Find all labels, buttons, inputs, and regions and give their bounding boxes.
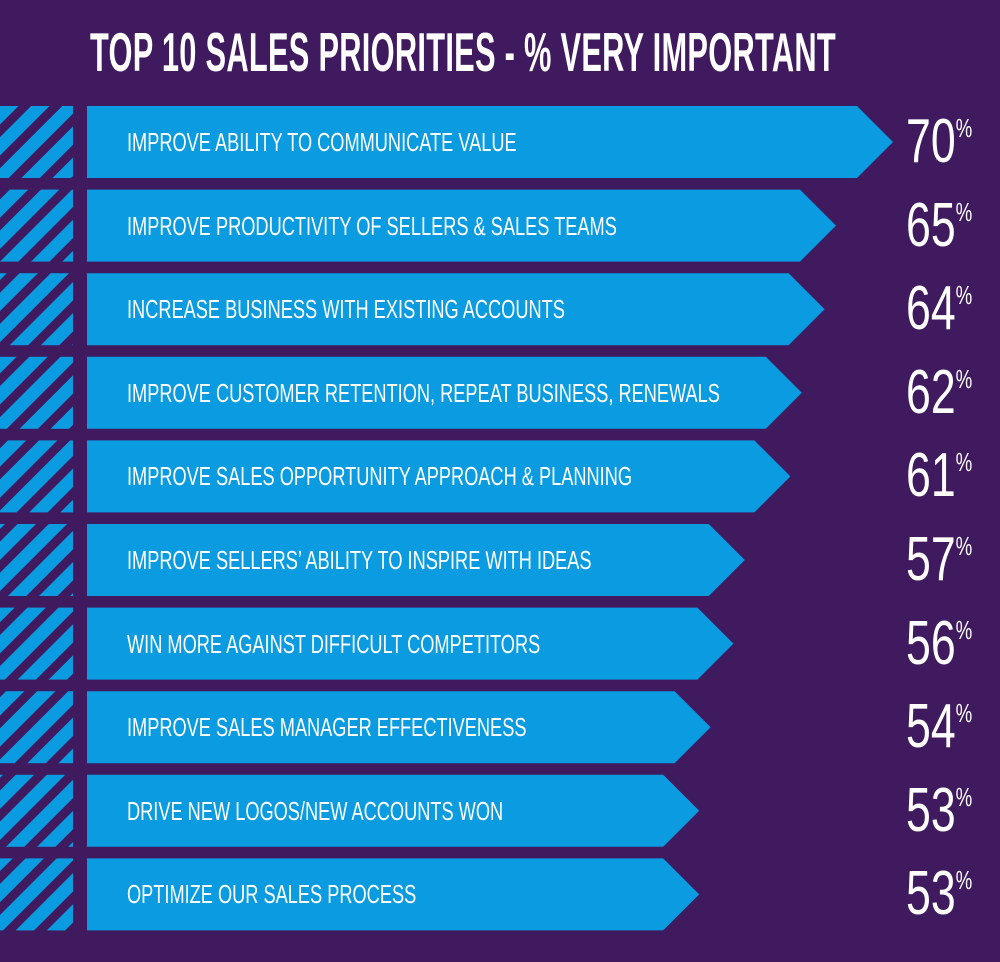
bar-arrow — [87, 356, 802, 429]
data-label: 65% — [906, 194, 973, 257]
category-label: IMPROVE SALES MANAGER EFFECTIVENESS — [127, 712, 527, 743]
bar-arrow — [87, 189, 836, 262]
category-label: IMPROVE PRODUCTIVITY OF SELLERS & SALES … — [127, 210, 617, 241]
percent-sign: % — [955, 280, 973, 311]
stripe-block — [0, 858, 73, 931]
value-number: 61 — [906, 441, 956, 511]
percent-sign: % — [955, 698, 973, 729]
percent-sign: % — [955, 531, 973, 561]
percent-sign: % — [955, 196, 973, 227]
stripe-block — [0, 524, 73, 596]
data-label: 62% — [906, 361, 973, 424]
data-label: 61% — [906, 445, 972, 507]
bar-arrow — [87, 858, 700, 931]
percent-sign: % — [955, 865, 973, 896]
data-label: 53% — [906, 779, 973, 842]
bar-arrow — [87, 524, 745, 596]
data-label: 57% — [906, 529, 972, 591]
category-label: INCREASE BUSINESS WITH EXISTING ACCOUNTS — [127, 294, 565, 325]
value-number: 65 — [906, 190, 956, 260]
stripe-block — [0, 356, 73, 429]
percent-sign: % — [955, 447, 973, 478]
category-label: IMPROVE SELLERS’ ABILITY TO INSPIRE WITH… — [127, 545, 592, 575]
bar-arrow — [87, 273, 825, 346]
category-label: WIN MORE AGAINST DIFFICULT COMPETITORS — [127, 628, 541, 659]
stripe-block — [0, 774, 73, 847]
value-number: 56 — [906, 608, 956, 678]
percent-sign: % — [955, 614, 973, 645]
data-label: 54% — [906, 696, 972, 758]
bar-arrow — [87, 607, 734, 680]
value-number: 57 — [906, 525, 956, 594]
percent-sign: % — [955, 781, 973, 812]
stripe-block — [0, 691, 73, 764]
data-label: 53% — [906, 863, 972, 925]
value-number: 70 — [906, 107, 956, 176]
category-label: IMPROVE CUSTOMER RETENTION, REPEAT BUSIN… — [127, 377, 720, 408]
data-label: 64% — [906, 278, 972, 340]
category-label: OPTIMIZE OUR SALES PROCESS — [127, 879, 417, 910]
bar-arrow — [87, 774, 700, 847]
value-number: 64 — [906, 274, 956, 344]
value-number: 53 — [906, 775, 956, 845]
data-label: 56% — [906, 612, 973, 675]
chart-title: TOP 10 SALES PRIORITIES - % VERY IMPORTA… — [90, 21, 836, 83]
stripe-block — [0, 607, 73, 680]
value-number: 53 — [906, 859, 956, 929]
stripe-block — [0, 440, 73, 513]
bar-arrow — [87, 440, 791, 513]
bar-arrow — [87, 106, 893, 178]
data-label: 70% — [906, 111, 972, 173]
bar-arrow — [87, 691, 711, 764]
percent-sign: % — [955, 113, 973, 143]
value-number: 62 — [906, 357, 956, 427]
category-label: DRIVE NEW LOGOS/NEW ACCOUNTS WON — [127, 795, 504, 826]
category-label: IMPROVE ABILITY TO COMMUNICATE VALUE — [127, 127, 517, 157]
value-number: 54 — [906, 692, 956, 762]
percent-sign: % — [955, 363, 973, 394]
stripe-block — [0, 273, 73, 346]
stripe-block — [0, 189, 73, 262]
stripe-block — [0, 106, 73, 178]
category-label: IMPROVE SALES OPPORTUNITY APPROACH & PLA… — [127, 461, 633, 492]
